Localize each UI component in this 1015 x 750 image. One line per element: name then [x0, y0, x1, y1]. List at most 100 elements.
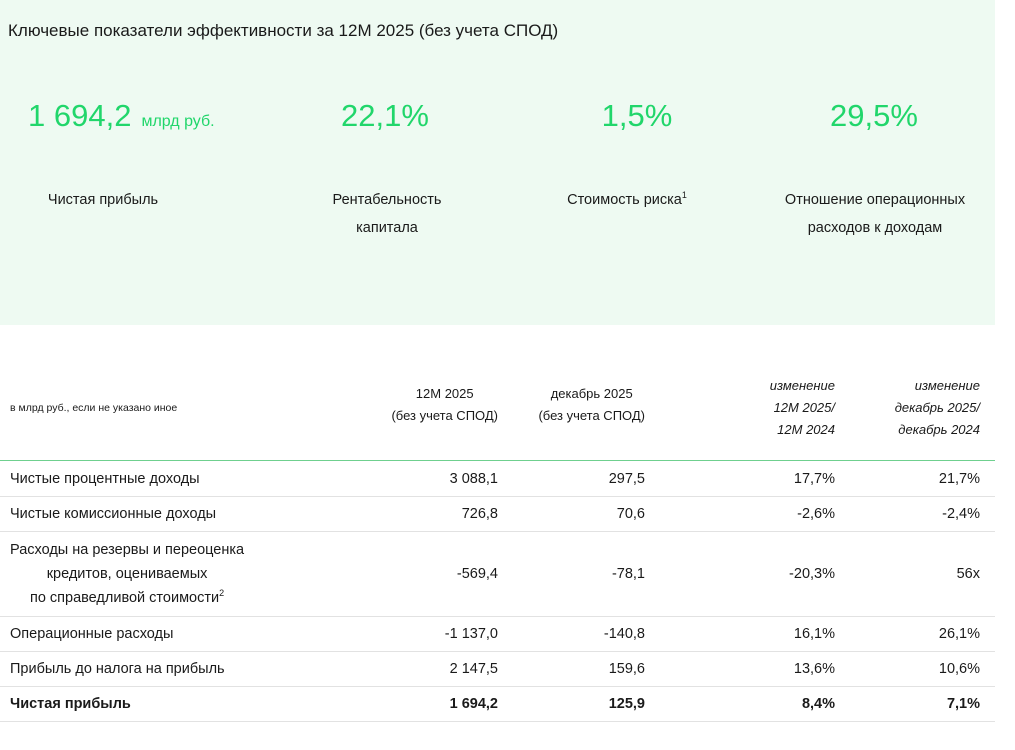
kpi-value: 1 694,2 млрд руб.: [28, 98, 215, 134]
table-cell: 3 088,1: [450, 462, 498, 496]
table-cell: 8,4%: [802, 687, 835, 721]
cell-value: 56x: [956, 566, 980, 582]
title: Ключевые показатели эффективности за 12М…: [8, 21, 559, 40]
column-header-line: декабрь 2025: [550, 386, 633, 401]
column-header-line: изменение: [769, 378, 835, 393]
row-label-line: Прибыль до налога на прибыль: [10, 661, 225, 677]
cell-value: -2,4%: [942, 506, 980, 522]
column-header-line: изменение: [914, 378, 980, 393]
column-header-line: (без учета СПОД): [538, 408, 645, 423]
row-label: Чистые комиссионные доходы: [10, 497, 216, 531]
table-cell: 21,7%: [939, 462, 980, 496]
kpi-label-line: Рентабельность: [332, 192, 442, 208]
table-cell: -2,4%: [942, 497, 980, 531]
table-cell: 7,1%: [947, 687, 980, 721]
column-header: изменение 12М 2025/12М 2024: [770, 375, 835, 441]
row-label-line: Чистые комиссионные доходы: [10, 506, 217, 522]
table-row: Чистые комиссионные доходы 726,8 70,6 -2,6%…: [0, 497, 995, 532]
table-cell: 16,1%: [794, 617, 835, 651]
cell-value: 726,8: [461, 506, 498, 522]
row-label-line: кредитов, оцениваемых: [46, 566, 208, 582]
kpi-number: 29,5%: [830, 98, 918, 133]
cell-value: -78,1: [611, 566, 645, 582]
cell-value: 17,7%: [793, 471, 835, 487]
cell-value: 21,7%: [938, 471, 980, 487]
cell-value: -20,3%: [789, 566, 835, 582]
cell-value: 26,1%: [938, 626, 980, 642]
table-cell: -1 137,0: [445, 617, 498, 651]
table-row: Операционные расходы -1 137,0 -140,8 16,1% 2…: [0, 617, 995, 652]
cell-value: 13,6%: [793, 661, 835, 677]
cell-value: 125,9: [608, 696, 645, 712]
column-header-line: (без учета СПОД): [391, 408, 498, 423]
table-cell: -2,6%: [797, 497, 835, 531]
kpi-label-line: Чистая прибыль: [47, 192, 159, 208]
column-header-line: декабрь 2025/: [894, 400, 980, 415]
column-header: в млрд руб., если не указано иное: [10, 397, 177, 419]
kpi-value: 1,5%: [602, 98, 673, 134]
footnote-mark: 2: [219, 588, 225, 598]
row-label-line: Расходы на резервы и переоценка: [10, 542, 245, 558]
table-cell: -20,3%: [789, 532, 835, 616]
table-row: Чистые процентные доходы 3 088,1 297,5 17,7…: [0, 462, 995, 497]
cell-value: 16,1%: [793, 626, 835, 642]
column-header-line: 12М 2025: [415, 386, 474, 401]
cell-value: 1 694,2: [449, 696, 498, 712]
table-row: Расходы на резервы и переоценка кредитов,…: [0, 532, 995, 617]
cell-value: 297,5: [608, 471, 645, 487]
kpi-value: 22,1%: [341, 98, 429, 134]
table-cell: 10,6%: [939, 652, 980, 686]
table-cell: -78,1: [612, 532, 645, 616]
cell-value: 7,1%: [946, 696, 980, 712]
kpi-label: Рентабельность капитала: [333, 186, 442, 242]
table-cell: 17,7%: [794, 462, 835, 496]
kpi-number: 22,1%: [341, 98, 429, 133]
kpi-number: 1 694,2: [28, 98, 132, 133]
column-header-line: в млрд руб., если не указано иное: [10, 402, 178, 414]
cell-value: -140,8: [603, 626, 645, 642]
table-row: Прибыль до налога на прибыль 2 147,5 159,6…: [0, 652, 995, 687]
cell-value: 70,6: [616, 506, 645, 522]
table-cell: 159,6: [609, 652, 645, 686]
cell-value: 2 147,5: [449, 661, 498, 677]
kpi-label: Стоимость риска1: [567, 186, 687, 214]
row-label: Расходы на резервы и переоценка кредитов,…: [10, 532, 244, 616]
kpi-label-line: Отношение операционных: [784, 192, 966, 208]
cell-value: 10,6%: [938, 661, 980, 677]
column-header-line: декабрь 2024: [898, 422, 980, 437]
cell-value: 159,6: [608, 661, 645, 677]
table-cell: 726,8: [462, 497, 498, 531]
column-header: 12М 2025 (без учета СПОД): [391, 383, 498, 427]
kpi-label: Чистая прибыль: [48, 186, 158, 214]
table-cell: 125,9: [609, 687, 645, 721]
column-header: декабрь 2025 (без учета СПОД): [538, 383, 645, 427]
footnote-mark: 1: [681, 190, 687, 200]
table-cell: -140,8: [604, 617, 645, 651]
cell-value: -569,4: [456, 566, 498, 582]
row-label-line: Чистые процентные доходы: [10, 471, 200, 487]
kpi-value: 29,5%: [830, 98, 918, 134]
row-label: Операционные расходы: [10, 617, 173, 651]
table-cell: 2 147,5: [450, 652, 498, 686]
table-row: Чистая прибыль 1 694,2 125,9 8,4% 7,1%: [0, 687, 995, 722]
column-header-line: 12М 2024: [777, 422, 835, 437]
kpi-unit: млрд руб.: [141, 113, 215, 130]
row-label: Чистая прибыль: [10, 687, 131, 721]
table-cell: 297,5: [609, 462, 645, 496]
header-rule: [0, 460, 995, 461]
column-header: изменение декабрь 2025/декабрь 2024: [895, 375, 980, 441]
kpi-label-line: капитала: [356, 220, 418, 236]
cell-value: 3 088,1: [449, 471, 498, 487]
table-cell: 13,6%: [794, 652, 835, 686]
kpi-panel: [0, 0, 995, 325]
table-cell: 56x: [957, 532, 980, 616]
row-label-line: по справедливой стоимости2: [29, 588, 225, 607]
cell-value: 8,4%: [801, 696, 835, 712]
table-cell: 1 694,2: [450, 687, 498, 721]
table-cell: 26,1%: [939, 617, 980, 651]
kpi-number: 1,5%: [601, 98, 673, 133]
table-cell: -569,4: [457, 532, 498, 616]
